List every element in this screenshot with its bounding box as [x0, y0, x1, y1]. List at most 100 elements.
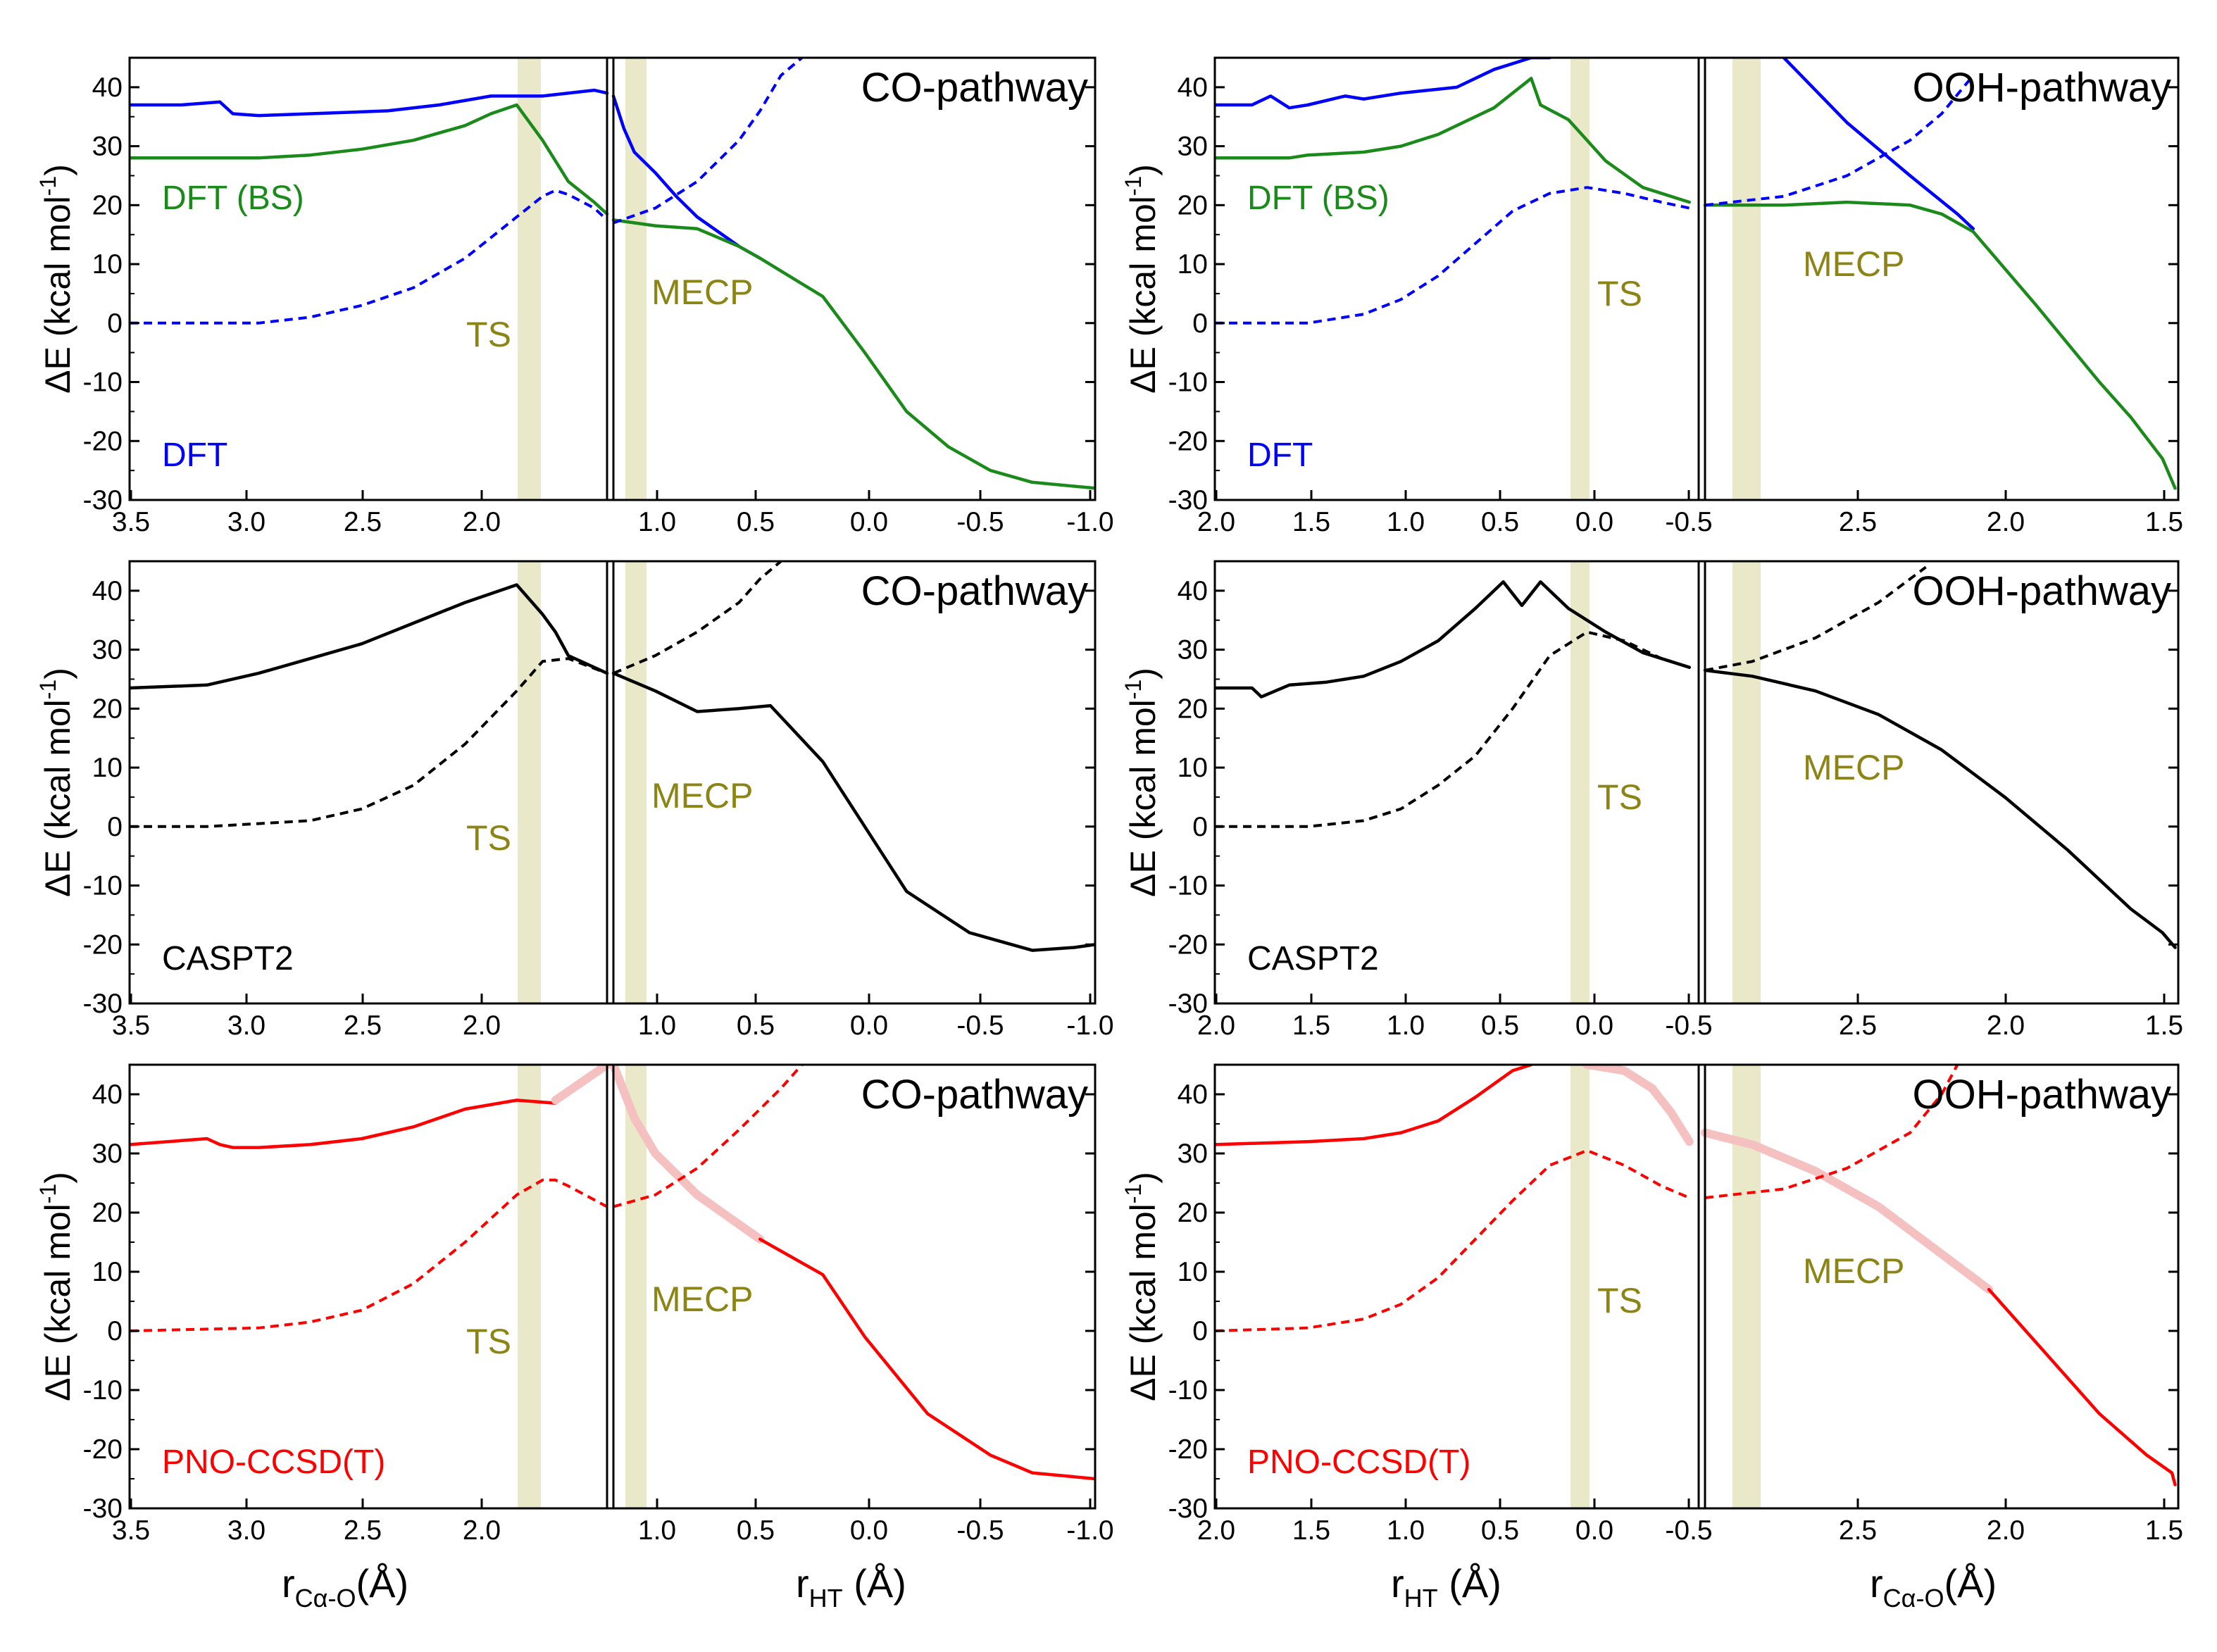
y-axis-label-main: ΔE (kcal mol — [1123, 699, 1163, 897]
x-tick-label: 3.5 — [112, 1010, 150, 1041]
ts-label: TS — [1597, 1281, 1642, 1320]
x-tick-label: -0.5 — [1665, 1010, 1712, 1041]
y-tick-label: -10 — [1168, 871, 1208, 901]
y-axis-label: ΔE (kcal mol-1) — [35, 164, 77, 394]
series-layer — [1215, 1065, 2177, 1487]
y-axis-label-sup: -1 — [1120, 176, 1146, 196]
y-axis-label-main: ΔE (kcal mol — [1123, 1203, 1163, 1401]
y-tick-label: 30 — [92, 635, 123, 665]
y-tick-label: 40 — [92, 1080, 123, 1110]
x-tick-label: 2.0 — [1987, 1515, 2025, 1546]
y-tick-label: 20 — [92, 694, 123, 724]
ts-band — [1570, 1065, 1590, 1508]
series-line-pno-ccsd-t--solid-faded — [609, 1065, 765, 1244]
x-tick-label: 2.0 — [1987, 507, 2025, 537]
series-line-pno-ccsd-t--dashed — [613, 1065, 804, 1208]
x-tick-label: 3.5 — [112, 1515, 150, 1546]
y-tick-label: -10 — [1168, 368, 1208, 398]
series-line-caspt2-solid — [1703, 668, 2177, 949]
y-tick-label: 10 — [1178, 1257, 1208, 1287]
y-tick-label: 0 — [1192, 1316, 1208, 1346]
method-label-ccsd: PNO-CCSD(T) — [162, 1444, 385, 1481]
y-tick-label: 10 — [1178, 753, 1208, 783]
y-axis-label-sup: -1 — [1120, 1184, 1146, 1203]
x-tick-label: 1.5 — [1292, 1010, 1330, 1041]
x-tick-label: -0.5 — [956, 507, 1004, 537]
x-tick-label: 2.0 — [463, 1010, 501, 1041]
ts-band — [1570, 561, 1590, 1003]
y-axis-label-end: ) — [38, 668, 77, 680]
chart-panel: 40 30 20 10 0 -10 -20 -303.5 3.0 2.5 2.0 1.0 0.5 0.0 -… — [35, 56, 1114, 537]
series-line-pno-ccsd-t--solid — [130, 1099, 557, 1149]
series-line-pno-ccsd-t--solid — [1215, 1065, 1533, 1146]
y-tick-label: -30 — [83, 989, 123, 1019]
method-label-dft-bs: DFT (BS) — [162, 180, 304, 217]
method-label-ccsd: PNO-CCSD(T) — [1247, 1444, 1470, 1481]
y-axis-label-sup: -1 — [35, 176, 61, 196]
y-axis-label-end: ) — [1123, 164, 1163, 176]
x-tick-label: -1.0 — [1066, 507, 1113, 537]
y-axis-label-main: ΔE (kcal mol — [38, 1203, 77, 1401]
series-line-dft-dashed — [130, 189, 608, 325]
y-tick-label: 10 — [92, 249, 123, 280]
series-line-caspt2-solid — [1215, 580, 1692, 699]
y-tick-label: 30 — [1178, 1139, 1208, 1169]
mecp-band — [625, 58, 647, 500]
y-tick-label: -20 — [83, 426, 123, 456]
x-tick-label: -0.5 — [956, 1515, 1004, 1546]
x-axis-label-calpha-left: rCα-O(Å) — [282, 1561, 408, 1613]
x-tick-label: 1.5 — [1292, 507, 1330, 537]
mecp-label: MECP — [651, 273, 753, 312]
y-tick-label: 40 — [1178, 1080, 1208, 1110]
x-tick-label: 1.0 — [638, 507, 676, 537]
y-tick-label: 40 — [92, 73, 123, 103]
series-layer — [130, 1065, 1095, 1481]
series-layer — [130, 561, 1095, 952]
x-tick-label: 2.0 — [1987, 1010, 2025, 1041]
series-line-pno-ccsd-t--solid-faded — [1582, 1065, 1694, 1146]
y-tick-label: 0 — [107, 1316, 123, 1346]
pathway-title: OOH-pathway — [1913, 568, 2171, 614]
y-tick-label: -10 — [1168, 1375, 1208, 1406]
y-tick-label: 20 — [92, 190, 123, 220]
y-tick-label: -20 — [1168, 426, 1208, 456]
y-tick-label: 0 — [1192, 308, 1208, 339]
x-tick-label: 2.0 — [1197, 1010, 1235, 1041]
x-tick-label: 0.0 — [850, 1515, 888, 1546]
series-line-dft-dashed — [1704, 74, 1975, 207]
x-tick-label: 0.0 — [850, 1010, 888, 1041]
series-line-caspt2-solid — [611, 671, 1095, 952]
x-tick-label: 0.5 — [1481, 507, 1519, 537]
y-axis-label-end: ) — [1123, 1172, 1163, 1184]
mecp-band — [625, 561, 647, 1003]
y-tick-label: -30 — [83, 1494, 123, 1524]
series-line-dft-dashed — [1215, 186, 1690, 325]
x-tick-label: 3.0 — [227, 507, 266, 537]
x-axis-labels: rCα-O(Å) rHT (Å) rHT (Å) rCα-O(Å) — [282, 1561, 1997, 1613]
x-tick-label: 1.0 — [1387, 1010, 1425, 1041]
series-line-caspt2-dashed — [1704, 565, 1927, 672]
y-tick-label: 0 — [1192, 812, 1208, 842]
y-axis-label-main: ΔE (kcal mol — [38, 699, 77, 897]
series-line-dft-bs--solid — [1703, 200, 2177, 490]
x-tick-label: 2.5 — [344, 507, 382, 537]
y-tick-label: 20 — [92, 1198, 123, 1228]
y-tick-label: -30 — [1168, 485, 1208, 515]
x-tick-label: 2.5 — [1839, 1515, 1877, 1546]
x-tick-label: 2.5 — [1839, 1010, 1877, 1041]
x-axis-label-calpha-right: rCα-O(Å) — [1870, 1561, 1997, 1613]
y-axis-label-main: ΔE (kcal mol — [38, 196, 77, 394]
y-axis-label-main: ΔE (kcal mol — [1123, 196, 1163, 394]
plot-frame — [1213, 56, 2180, 501]
series-line-pno-ccsd-t--dashed — [130, 1178, 608, 1332]
y-tick-label: 30 — [92, 1139, 123, 1169]
y-axis-label-end: ) — [1123, 668, 1163, 680]
y-axis-label: ΔE (kcal mol-1) — [1120, 164, 1163, 394]
x-tick-label: 0.5 — [737, 1515, 775, 1546]
x-tick-label: 1.0 — [1387, 507, 1425, 537]
method-label-dft-bs: DFT (BS) — [1247, 180, 1389, 217]
x-tick-label: 3.0 — [227, 1010, 266, 1041]
